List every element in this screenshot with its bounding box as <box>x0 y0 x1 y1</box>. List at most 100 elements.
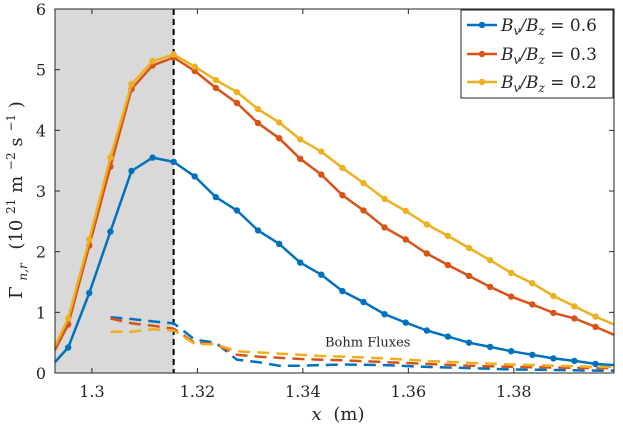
series-0-point-1 <box>65 344 72 351</box>
series-2-point-15 <box>360 179 367 187</box>
series-0-point-11 <box>275 240 283 247</box>
series-1-point-16 <box>381 224 388 231</box>
y-tick-label-1: 1 <box>36 303 46 322</box>
series-line-2 <box>53 53 615 347</box>
x-axis-var: x <box>311 404 321 425</box>
y-axis-unit-m: m <box>6 176 27 193</box>
legend-label-2: Bv/Bz = 0.2 <box>500 73 597 95</box>
series-1-point-10 <box>254 119 262 127</box>
series-2-point-22 <box>508 269 515 277</box>
legend-marker-2 <box>478 78 486 86</box>
series-2-point-6 <box>170 51 177 58</box>
series-2-point-7 <box>191 63 198 70</box>
series-0-point-20 <box>465 339 473 346</box>
y-axis-label: Γ n,r (10 21 m −2 s −1 ) <box>0 101 32 299</box>
y-tick-label-6: 6 <box>36 0 46 19</box>
legend-marker-1 <box>478 50 486 58</box>
series-layer <box>53 51 615 368</box>
series-1-point-25 <box>571 315 578 322</box>
series-1-point-11 <box>275 135 283 142</box>
series-1-point-15 <box>360 207 367 214</box>
series-2-point-2 <box>86 236 93 243</box>
y-axis-unit-m-exp: −2 <box>4 152 18 170</box>
y-tick-label-0: 0 <box>36 364 46 383</box>
series-2-point-14 <box>339 164 346 172</box>
series-2-point-20 <box>465 244 473 252</box>
series-1-point-26 <box>592 323 599 331</box>
series-line-1 <box>53 56 615 351</box>
series-1-point-14 <box>339 192 346 199</box>
series-0-point-25 <box>571 357 578 365</box>
series-0-point-4 <box>128 167 135 175</box>
series-1-point-13 <box>318 171 325 178</box>
series-0-point-16 <box>381 311 388 318</box>
series-2-point-1 <box>65 315 72 322</box>
x-tick-label-3: 1.36 <box>391 382 427 401</box>
legend-entry-0: Bv/Bz = 0.6 <box>467 16 597 38</box>
series-2-point-24 <box>550 292 557 300</box>
series-0-point-14 <box>339 287 346 295</box>
series-1-point-22 <box>508 293 515 300</box>
y-axis-unit-s: s <box>6 137 27 146</box>
series-2-point-16 <box>381 195 388 203</box>
series-1-point-12 <box>297 155 304 162</box>
y-axis-symbol: Γ <box>6 286 27 299</box>
series-2-point-23 <box>529 280 536 287</box>
series-1-point-21 <box>486 283 494 291</box>
y-axis-unit-exp: 21 <box>4 199 18 214</box>
series-line-0 <box>54 156 615 367</box>
y-tick-label-3: 3 <box>36 182 46 201</box>
series-0-point-24 <box>550 355 557 362</box>
series-0-point-7 <box>191 173 198 180</box>
bohm-flux-line-2 <box>110 328 614 369</box>
series-2-point-11 <box>275 119 283 126</box>
y-axis-sub: n,r <box>16 262 30 281</box>
legend-entry-2: Bv/Bz = 0.2 <box>467 73 597 95</box>
x-tick-label-2: 1.34 <box>285 382 321 401</box>
series-1-point-24 <box>550 309 557 317</box>
series-2-point-3 <box>107 154 114 161</box>
series-2-point-26 <box>592 313 599 320</box>
shaded-region-layer <box>55 9 174 373</box>
y-tick-label-2: 2 <box>36 243 46 262</box>
series-0-point-12 <box>297 259 304 266</box>
series-2-point-19 <box>444 232 452 240</box>
y-axis-unit-s-exp: −1 <box>4 114 18 132</box>
legend: Bv/Bz = 0.6 Bv/Bz = 0.3 Bv/Bz = 0.2 <box>460 9 614 99</box>
series-0-point-10 <box>254 227 262 234</box>
bohm-flux-annotation: Bohm Fluxes <box>325 336 410 351</box>
series-0-point-13 <box>318 271 325 278</box>
series-1-point-23 <box>529 301 536 308</box>
bohm-flux-line-0 <box>110 315 614 372</box>
legend-marker-0 <box>478 21 486 29</box>
series-0-point-3 <box>107 228 114 235</box>
x-tick-label-1: 1.32 <box>180 382 216 401</box>
legend-label-0: Bv/Bz = 0.6 <box>500 16 597 38</box>
series-2-point-10 <box>254 105 262 113</box>
series-0-point-5 <box>149 154 156 161</box>
x-axis-unit: (m) <box>333 404 364 425</box>
y-tick-label-4: 4 <box>36 121 46 140</box>
series-0-point-19 <box>444 333 452 340</box>
series-2-point-25 <box>571 303 578 310</box>
series-2-point-9 <box>233 88 241 96</box>
series-2-point-4 <box>128 81 135 88</box>
series-0-point-6 <box>170 158 177 166</box>
series-0-point-9 <box>233 207 241 214</box>
series-2-point-17 <box>402 207 409 215</box>
series-0-point-8 <box>212 193 219 201</box>
x-axis-label: x (m) <box>311 404 364 425</box>
bohm-flux-layer <box>110 315 614 372</box>
series-1-point-9 <box>233 99 241 107</box>
y-axis-unit-base: (10 <box>6 220 27 250</box>
series-0-point-23 <box>529 351 536 358</box>
series-2-point-18 <box>423 221 430 228</box>
series-1-point-8 <box>212 84 219 92</box>
y-axis-unit-close: ) <box>6 101 27 108</box>
series-1-point-20 <box>465 272 473 280</box>
series-1-point-17 <box>402 236 409 243</box>
series-2-point-8 <box>212 76 219 84</box>
legend-entry-1: Bv/Bz = 0.3 <box>467 45 597 67</box>
series-2-point-5 <box>149 58 156 65</box>
